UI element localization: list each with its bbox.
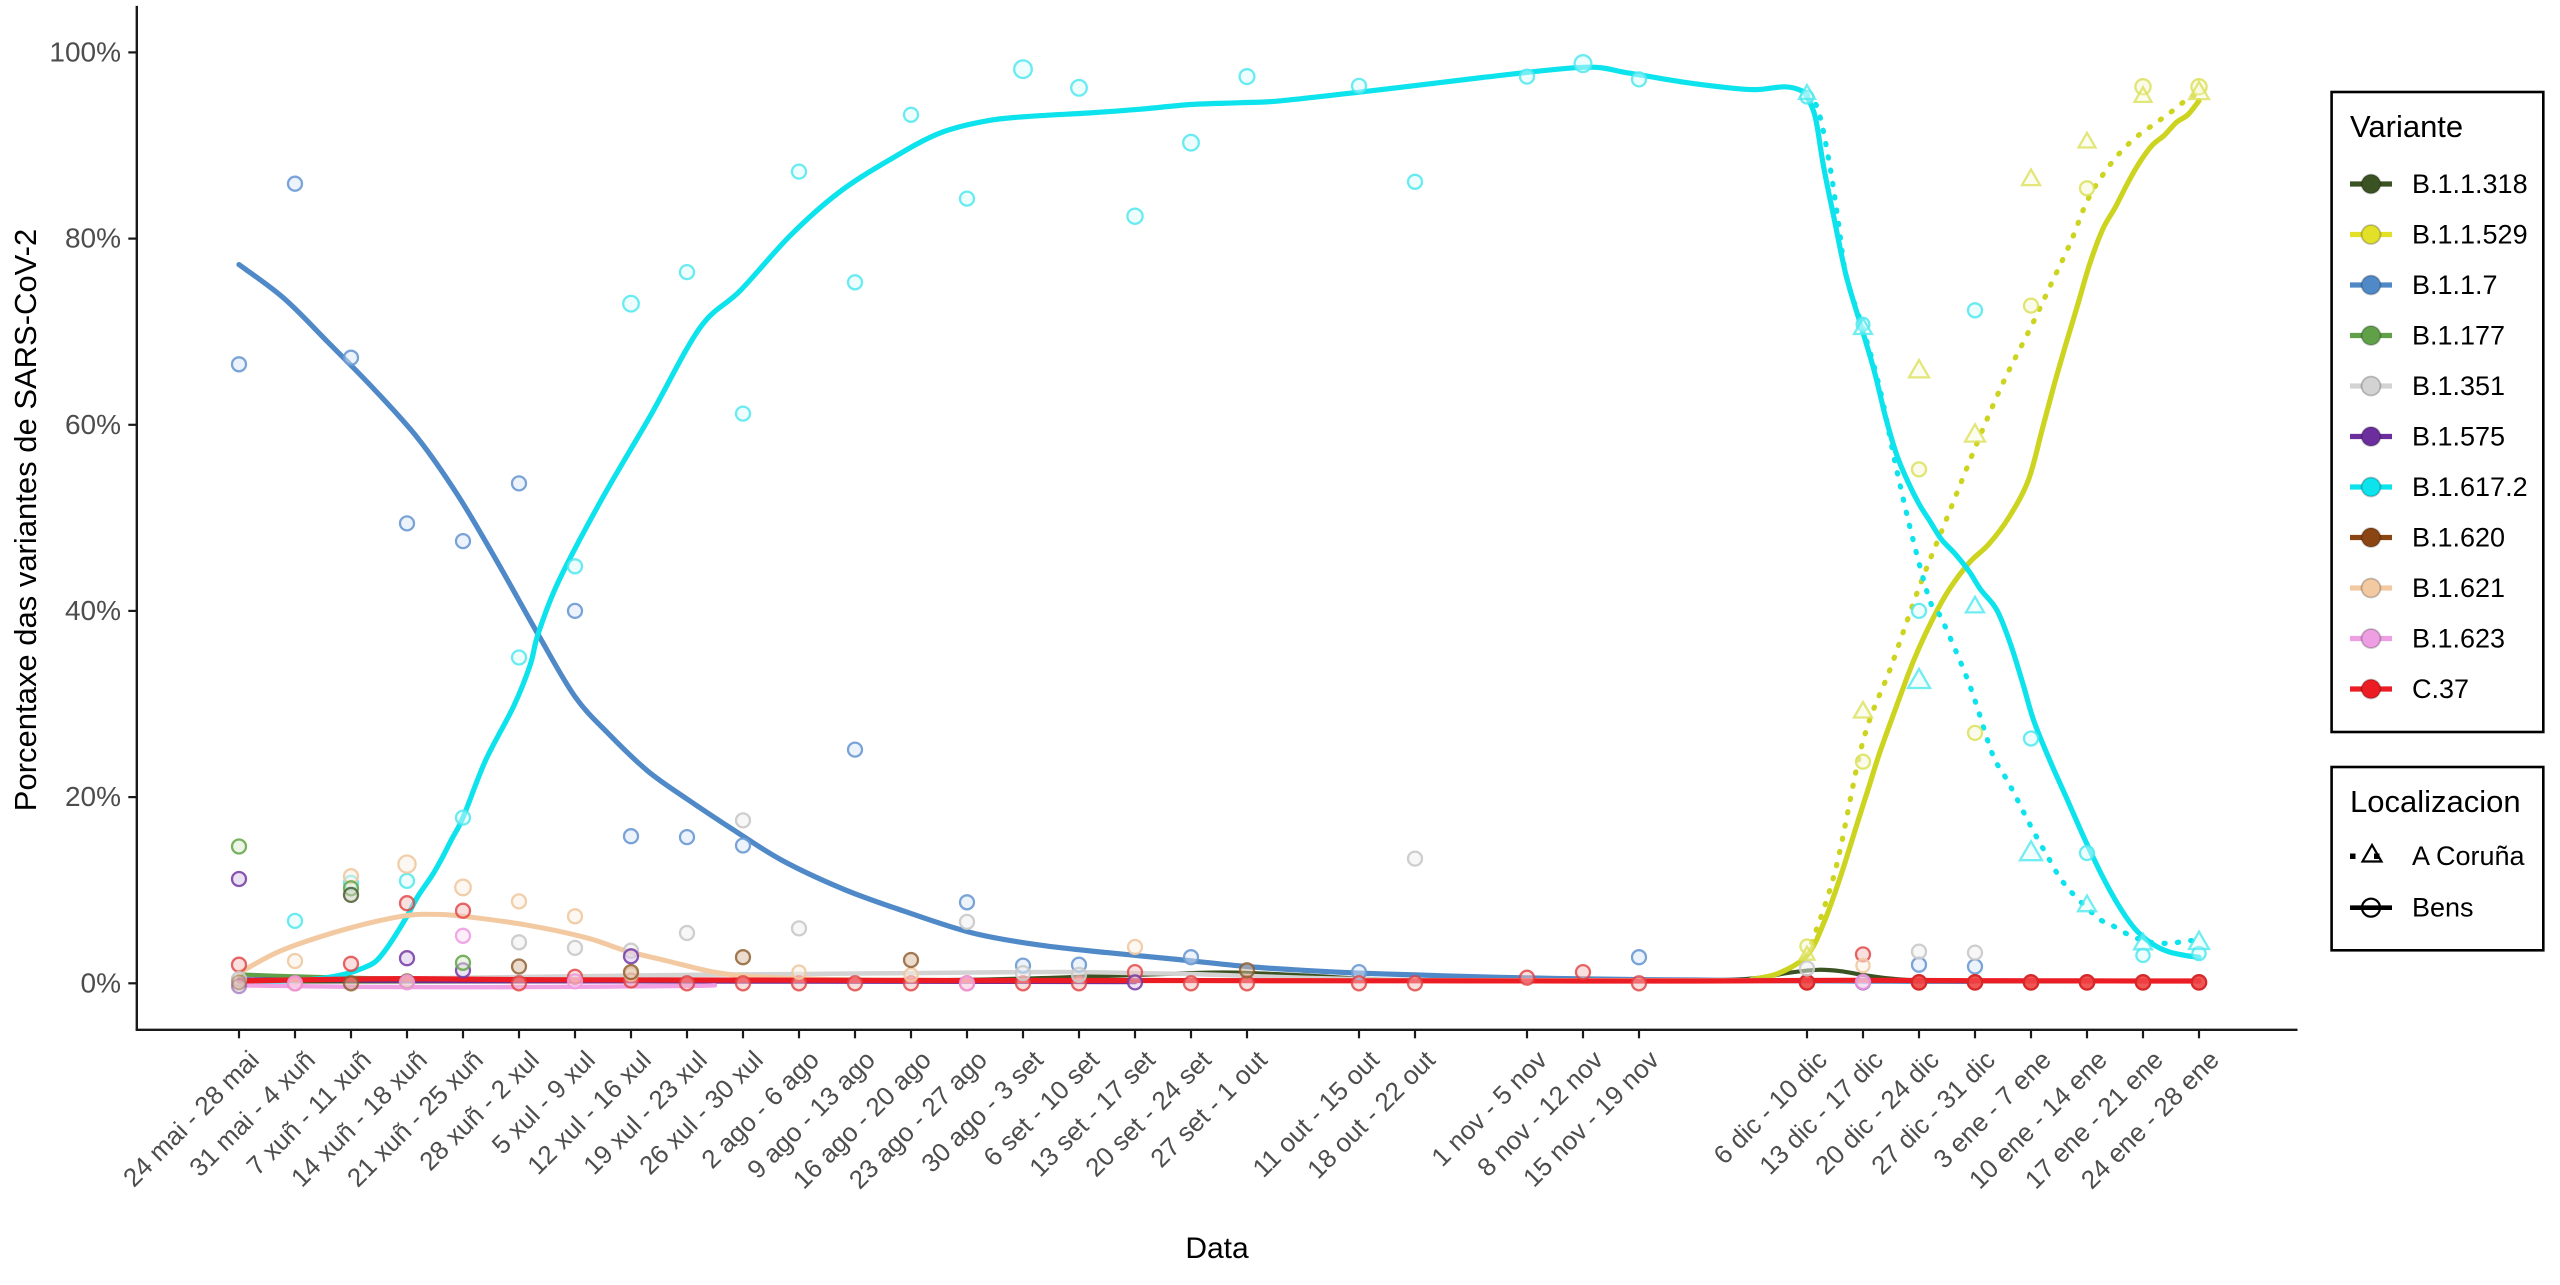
svg-text:A Coruña: A Coruña bbox=[2412, 841, 2526, 871]
svg-text:B.1.617.2: B.1.617.2 bbox=[2412, 472, 2528, 502]
svg-text:B.1.620: B.1.620 bbox=[2412, 523, 2505, 553]
svg-text:B.1.1.318: B.1.1.318 bbox=[2412, 169, 2528, 199]
svg-text:C.37: C.37 bbox=[2412, 674, 2469, 704]
svg-text:Bens: Bens bbox=[2412, 893, 2474, 923]
svg-text:Porcentaxe das variantes de SA: Porcentaxe das variantes de SARS-CoV-2 bbox=[8, 229, 43, 811]
svg-text:B.1.177: B.1.177 bbox=[2412, 321, 2505, 351]
svg-text:B.1.623: B.1.623 bbox=[2412, 624, 2505, 654]
svg-text:Variante: Variante bbox=[2350, 109, 2463, 144]
svg-text:B.1.351: B.1.351 bbox=[2412, 371, 2505, 401]
svg-text:80%: 80% bbox=[65, 223, 121, 254]
svg-text:60%: 60% bbox=[65, 409, 121, 440]
svg-text:B.1.575: B.1.575 bbox=[2412, 422, 2505, 452]
svg-text:100%: 100% bbox=[49, 36, 121, 67]
svg-text:0%: 0% bbox=[81, 967, 121, 998]
svg-text:Localizacion: Localizacion bbox=[2350, 784, 2521, 819]
svg-text:B.1.1.7: B.1.1.7 bbox=[2412, 270, 2498, 300]
svg-text:40%: 40% bbox=[65, 595, 121, 626]
svg-text:Data: Data bbox=[1185, 1232, 1249, 1265]
svg-text:B.1.621: B.1.621 bbox=[2412, 573, 2505, 603]
svg-text:B.1.1.529: B.1.1.529 bbox=[2412, 220, 2528, 250]
svg-text:20%: 20% bbox=[65, 781, 121, 812]
